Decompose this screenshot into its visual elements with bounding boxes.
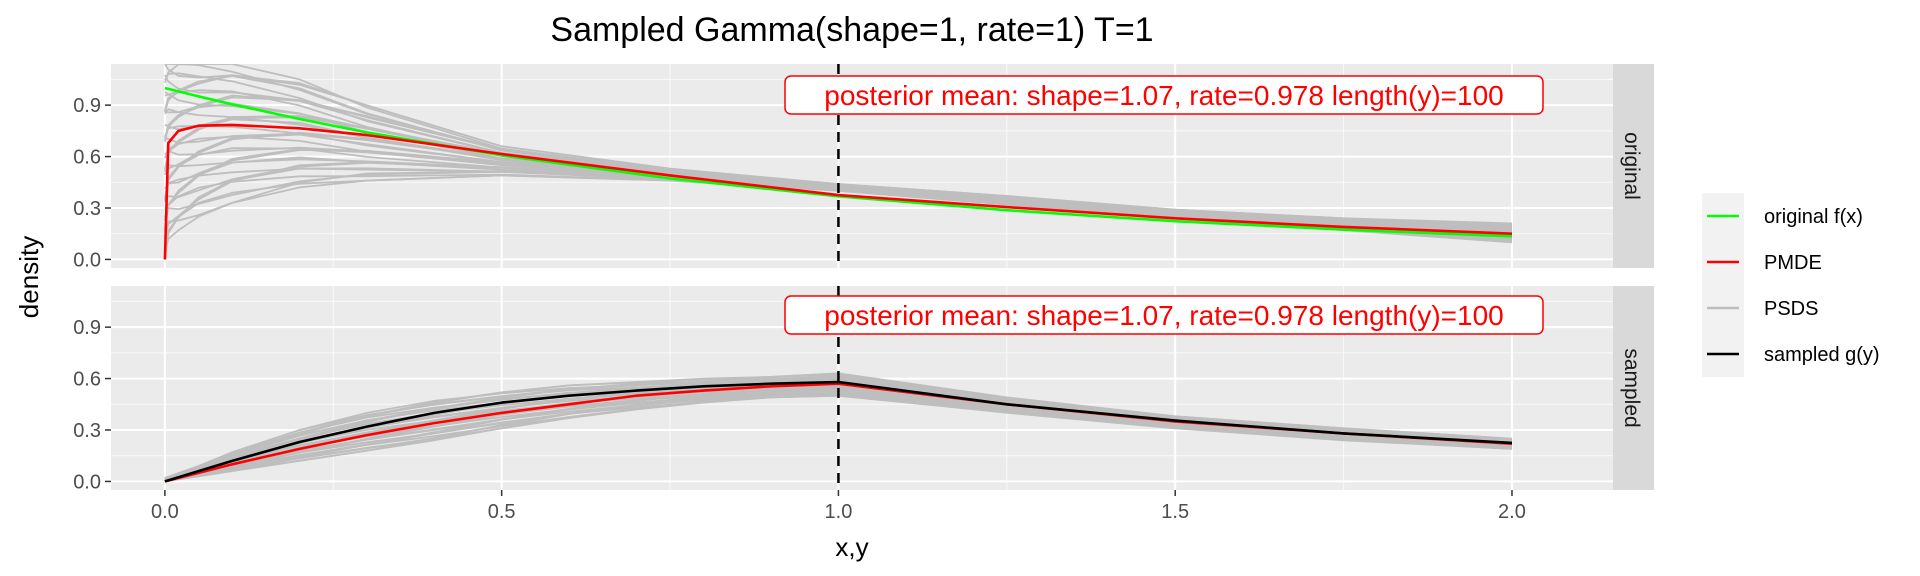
x-tick-label: 2.0	[1498, 501, 1526, 523]
x-tick-label: 1.0	[825, 501, 853, 523]
panel-original: posterior mean: shape=1.07, rate=0.978 l…	[73, 64, 1654, 271]
y-tick-label: 0.0	[73, 471, 101, 493]
series-line-pmde	[163, 123, 1513, 260]
x-tick-label: 0.5	[488, 501, 516, 523]
x-axis-label: x,y	[835, 532, 868, 562]
strip-label-original: original	[1620, 132, 1643, 200]
y-tick-label: 0.9	[73, 317, 101, 339]
psds-curve	[164, 372, 1513, 479]
y-tick-label: 0.3	[73, 420, 101, 442]
annotation-label: posterior mean: shape=1.07, rate=0.978 l…	[824, 80, 1503, 111]
x-axis-ticks: 0.0 0.5 1.0 1.5 2.0	[151, 490, 1526, 523]
legend-label: PMDE	[1764, 252, 1822, 274]
legend-label: original f(x)	[1764, 206, 1863, 228]
strip-label-sampled: sampled	[1620, 348, 1643, 427]
y-tick-label: 0.6	[73, 147, 101, 169]
annotation-box: posterior mean: shape=1.07, rate=0.978 l…	[784, 295, 1544, 335]
y-tick-label: 0.6	[73, 369, 101, 391]
y-tick-label: 0.9	[73, 95, 101, 117]
y-tick-label: 0.0	[73, 249, 101, 271]
panel-sampled: posterior mean: shape=1.07, rate=0.978 l…	[73, 286, 1654, 493]
legend-background	[1702, 193, 1744, 377]
series-line-sampled-g-y	[164, 380, 1513, 483]
strip-background	[1613, 64, 1654, 268]
annotation-box: posterior mean: shape=1.07, rate=0.978 l…	[784, 75, 1544, 115]
chart-title: Sampled Gamma(shape=1, rate=1) T=1	[550, 11, 1153, 49]
legend-label: PSDS	[1764, 298, 1818, 320]
legend: original f(x) PMDE PSDS sampled g(y)	[1702, 193, 1880, 377]
y-tick-label: 0.3	[73, 198, 101, 220]
x-tick-label: 0.0	[151, 501, 179, 523]
x-tick-label: 1.5	[1161, 501, 1189, 523]
legend-label: sampled g(y)	[1764, 344, 1880, 366]
psds-curve	[164, 64, 1513, 226]
strip-background	[1613, 286, 1654, 490]
y-axis-label: density	[14, 236, 44, 318]
annotation-label: posterior mean: shape=1.07, rate=0.978 l…	[824, 300, 1503, 331]
